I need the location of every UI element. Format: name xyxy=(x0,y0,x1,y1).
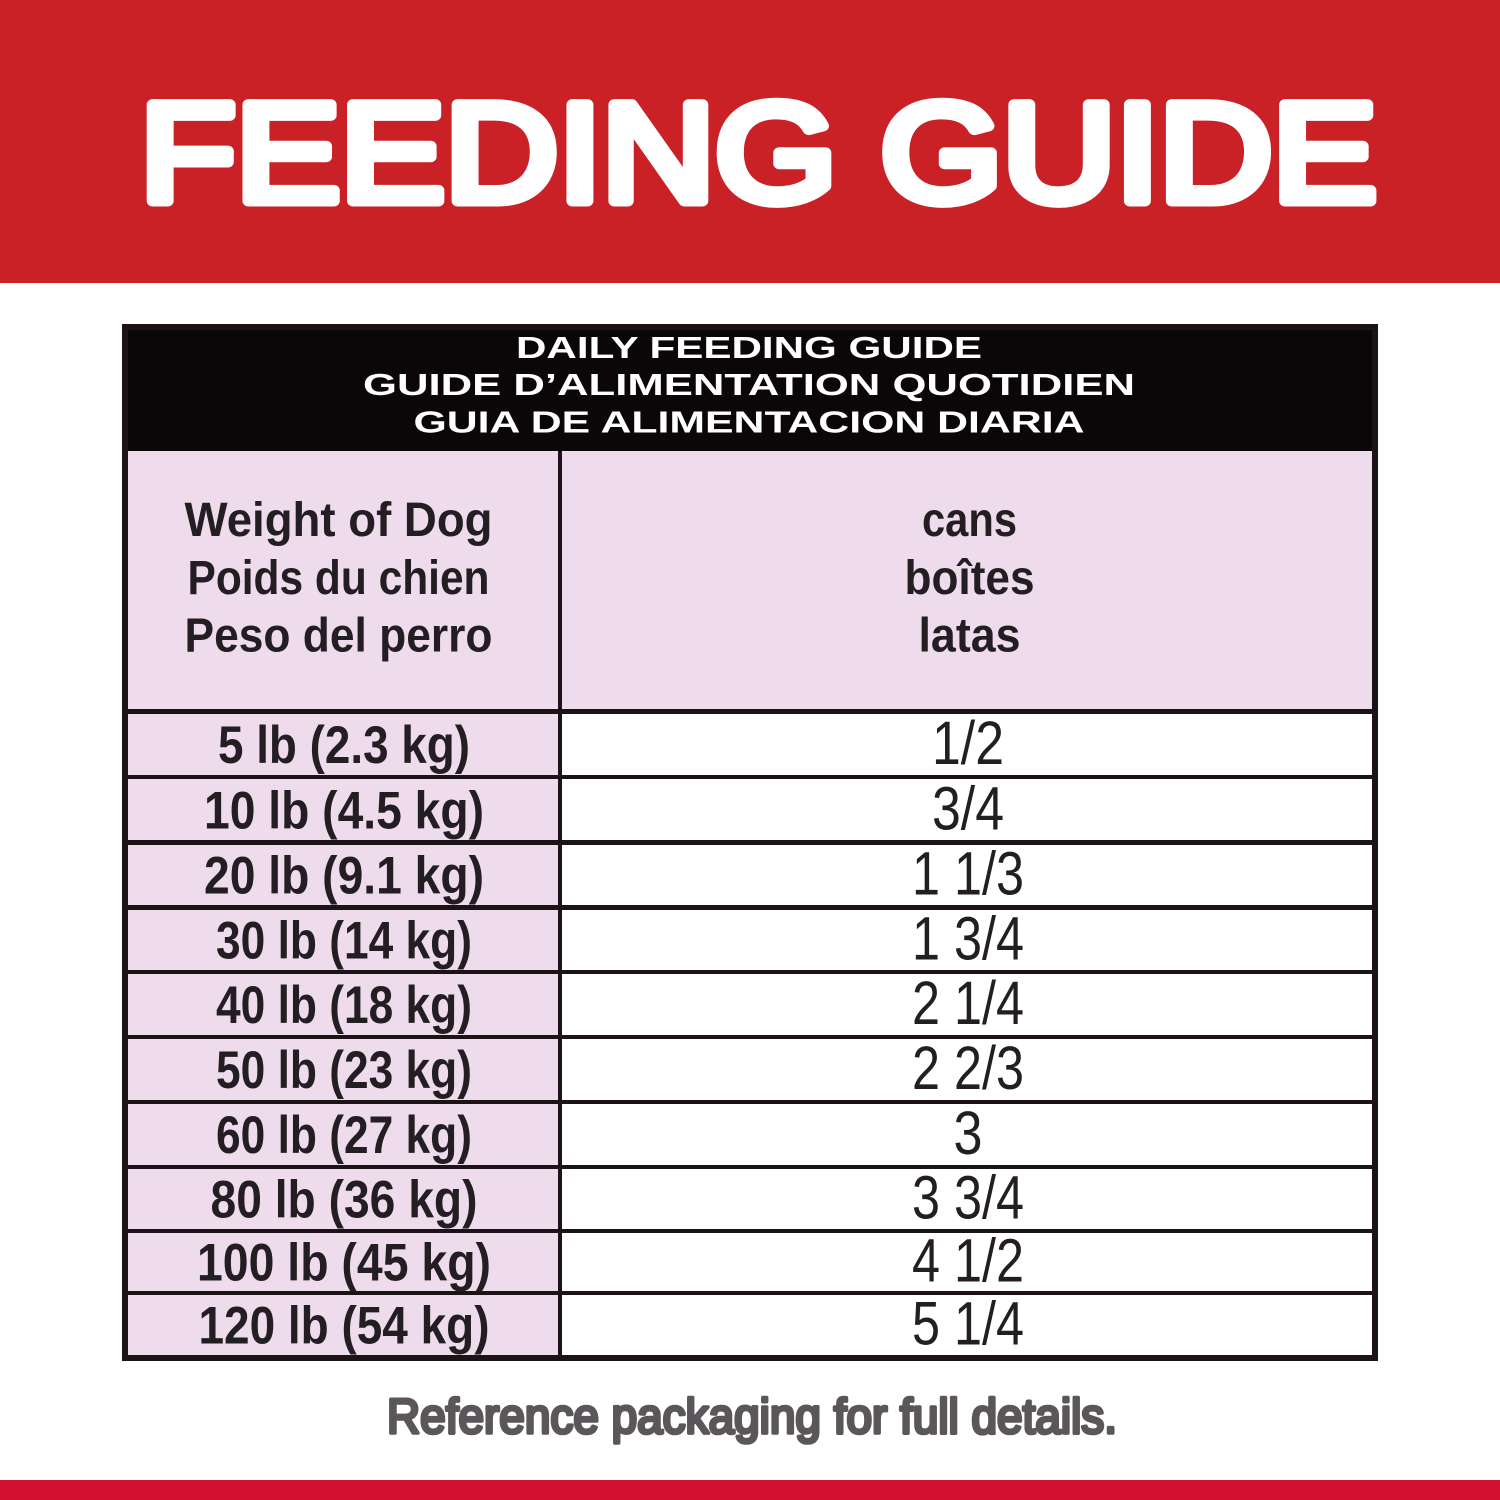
svg-text:Poids du chien: Poids du chien xyxy=(188,552,490,605)
svg-text:latas: latas xyxy=(919,610,1021,663)
svg-text:100 lb (45 kg): 100 lb (45 kg) xyxy=(197,1234,491,1293)
svg-text:GUIA DE ALIMENTACION DIARIA: GUIA DE ALIMENTACION DIARIA xyxy=(414,405,1085,440)
svg-text:60 lb (27 kg): 60 lb (27 kg) xyxy=(216,1106,472,1165)
svg-text:DAILY FEEDING GUIDE: DAILY FEEDING GUIDE xyxy=(516,330,982,365)
svg-text:Reference packaging for full d: Reference packaging for full details. xyxy=(387,1390,1117,1444)
svg-text:50 lb (23 kg): 50 lb (23 kg) xyxy=(216,1041,472,1100)
svg-text:4 1/2: 4 1/2 xyxy=(912,1227,1024,1295)
svg-text:1/2: 1/2 xyxy=(932,709,1004,777)
svg-text:5 lb (2.3 kg): 5 lb (2.3 kg) xyxy=(218,716,470,775)
svg-text:3 3/4: 3 3/4 xyxy=(912,1164,1024,1232)
svg-text:20 lb (9.1 kg): 20 lb (9.1 kg) xyxy=(204,847,484,906)
svg-text:1 1/3: 1 1/3 xyxy=(912,840,1024,908)
svg-text:Weight of Dog: Weight of Dog xyxy=(185,494,493,547)
svg-text:80 lb (36 kg): 80 lb (36 kg) xyxy=(211,1171,478,1230)
svg-text:FEEDING GUIDE: FEEDING GUIDE xyxy=(140,74,1377,231)
svg-text:40 lb (18 kg): 40 lb (18 kg) xyxy=(216,976,472,1035)
svg-text:3/4: 3/4 xyxy=(932,774,1004,842)
svg-text:30 lb (14 kg): 30 lb (14 kg) xyxy=(216,911,472,970)
svg-text:Peso del perro: Peso del perro xyxy=(185,610,493,663)
svg-text:2 1/4: 2 1/4 xyxy=(912,969,1024,1037)
svg-text:1 3/4: 1 3/4 xyxy=(912,904,1024,972)
svg-text:boîtes: boîtes xyxy=(905,552,1035,605)
svg-text:120 lb (54 kg): 120 lb (54 kg) xyxy=(199,1296,490,1355)
svg-text:3: 3 xyxy=(954,1099,983,1167)
svg-text:10 lb (4.5 kg): 10 lb (4.5 kg) xyxy=(204,781,484,840)
svg-text:5 1/4: 5 1/4 xyxy=(912,1289,1024,1357)
svg-text:GUIDE D’ALIMENTATION QUOTIDIEN: GUIDE D’ALIMENTATION QUOTIDIEN xyxy=(363,367,1135,402)
svg-text:2 2/3: 2 2/3 xyxy=(912,1034,1024,1102)
svg-text:cans: cans xyxy=(922,494,1017,547)
